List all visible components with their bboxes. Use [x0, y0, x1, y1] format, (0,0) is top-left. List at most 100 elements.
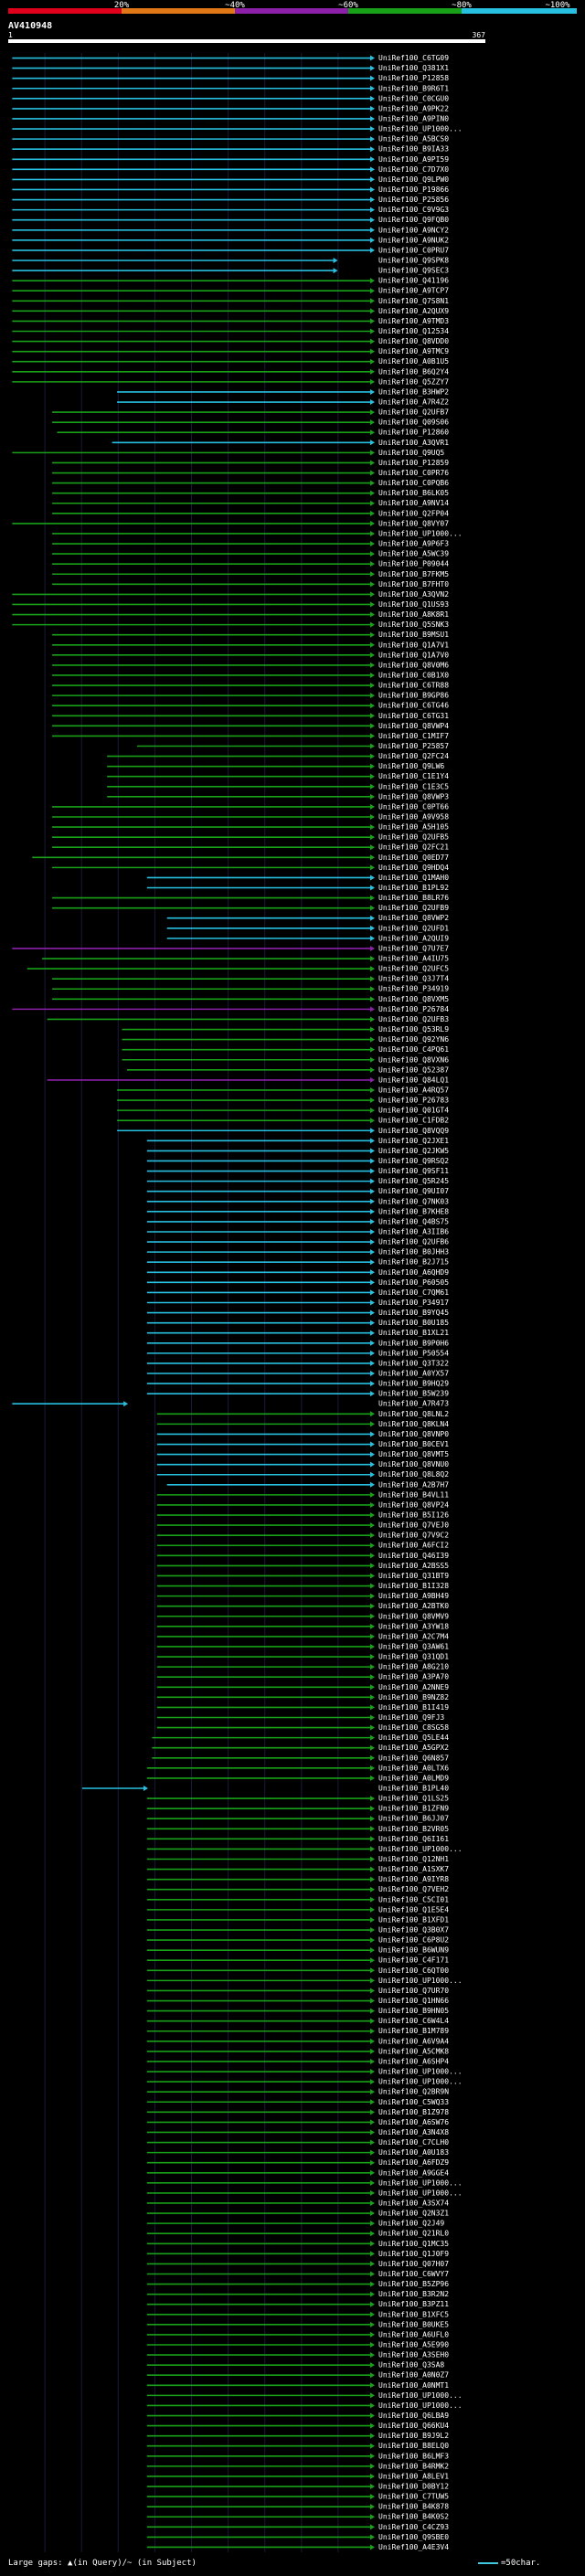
hit-label[interactable]: UniRef100_C0PT66 [378, 802, 449, 811]
hit-label[interactable]: UniRef100_Q1A7V1 [378, 641, 449, 649]
hit-row[interactable]: UniRef100_Q5SNK3 [12, 620, 449, 629]
hit-label[interactable]: UniRef100_P34917 [378, 1299, 449, 1307]
hit-row[interactable]: UniRef100_C6QT00 [146, 1966, 449, 1975]
hit-label[interactable]: UniRef100_A0YX57 [378, 1370, 449, 1378]
hit-row[interactable]: UniRef100_B0CEV1 [156, 1440, 449, 1448]
hit-label[interactable]: UniRef100_A2BTK0 [378, 1602, 449, 1610]
hit-row[interactable]: UniRef100_B4K0S2 [146, 2513, 449, 2521]
hit-row[interactable]: UniRef100_Q2UFB7 [52, 408, 449, 417]
hit-label[interactable]: UniRef100_Q8VWP2 [378, 914, 449, 922]
hit-row[interactable]: UniRef100_C6TG31 [52, 712, 449, 720]
hit-label[interactable]: UniRef100_Q8VQQ9 [378, 1127, 449, 1135]
hit-label[interactable]: UniRef100_C6TG31 [378, 712, 449, 720]
hit-label[interactable]: UniRef100_B9YQ45 [378, 1309, 449, 1317]
hit-label[interactable]: UniRef100_B4K0S2 [378, 2513, 449, 2521]
hit-row[interactable]: UniRef100_Q0ED77 [32, 853, 449, 862]
hit-label[interactable]: UniRef100_A4IU75 [378, 955, 449, 963]
hit-label[interactable]: UniRef100_C8SG58 [378, 1723, 449, 1732]
hit-row[interactable]: UniRef100_Q6I161 [146, 1835, 449, 1843]
hit-label[interactable]: UniRef100_B5ZP96 [378, 2280, 449, 2288]
hit-row[interactable]: UniRef100_B3HWP2 [117, 387, 449, 396]
hit-label[interactable]: UniRef100_Q1MC35 [378, 2240, 449, 2248]
hit-row[interactable]: UniRef100_B9HN05 [146, 2007, 449, 2015]
hit-label[interactable]: UniRef100_A9NUK2 [378, 236, 449, 244]
hit-label[interactable]: UniRef100_A6FDZ9 [378, 2158, 449, 2167]
hit-label[interactable]: UniRef100_UP1000... [378, 2178, 463, 2187]
hit-label[interactable]: UniRef100_A2C7M4 [378, 1632, 449, 1640]
hit-row[interactable]: UniRef100_Q7VEJ0 [156, 1521, 449, 1530]
hit-row[interactable]: UniRef100_B6WUN9 [146, 1946, 449, 1955]
hit-row[interactable]: UniRef100_A3YW18 [156, 1622, 449, 1630]
hit-label[interactable]: UniRef100_A6QHD9 [378, 1268, 449, 1277]
hit-label[interactable]: UniRef100_Q31QD1 [378, 1653, 449, 1661]
hit-row[interactable]: UniRef100_C6W4L4 [146, 2017, 449, 2025]
hit-label[interactable]: UniRef100_C1E3C5 [378, 782, 449, 790]
hit-label[interactable]: UniRef100_P12859 [378, 459, 449, 467]
hit-row[interactable]: UniRef100_Q1A7V0 [52, 651, 449, 659]
hit-row[interactable]: UniRef100_Q8VMV9 [156, 1612, 449, 1620]
hit-label[interactable]: UniRef100_C6QT00 [378, 1966, 449, 1975]
hit-row[interactable]: UniRef100_A2BTK0 [156, 1602, 449, 1610]
hit-label[interactable]: UniRef100_Q2UFC5 [378, 965, 449, 973]
hit-row[interactable]: UniRef100_Q2UFD1 [166, 924, 450, 932]
hit-row[interactable]: UniRef100_B9R6T1 [12, 84, 449, 92]
hit-label[interactable]: UniRef100_B1Z978 [378, 2108, 449, 2116]
hit-label[interactable]: UniRef100_Q5ZZY7 [378, 377, 449, 386]
hit-label[interactable]: UniRef100_A4E3V4 [378, 2543, 449, 2551]
hit-label[interactable]: UniRef100_A9PI59 [378, 155, 449, 164]
hit-row[interactable]: UniRef100_B4K878 [146, 2503, 449, 2511]
hit-label[interactable]: UniRef100_A9BH49 [378, 1592, 449, 1600]
hit-row[interactable]: UniRef100_A5H105 [52, 823, 449, 832]
hit-label[interactable]: UniRef100_A5H105 [378, 823, 449, 832]
hit-row[interactable]: UniRef100_A1SXK7 [146, 1865, 449, 1873]
hit-row[interactable]: UniRef100_B9MSU1 [52, 631, 449, 639]
hit-label[interactable]: UniRef100_P12860 [378, 429, 449, 437]
hit-row[interactable]: UniRef100_C0B1X0 [52, 671, 449, 679]
hit-label[interactable]: UniRef100_A2NNE9 [378, 1683, 449, 1691]
hit-row[interactable]: UniRef100_B3PZ11 [146, 2300, 449, 2308]
hit-row[interactable]: UniRef100_UP1000... [146, 2078, 463, 2086]
hit-label[interactable]: UniRef100_B3HWP2 [378, 387, 449, 396]
hit-label[interactable]: UniRef100_P12858 [378, 74, 449, 82]
hit-label[interactable]: UniRef100_C6TR88 [378, 682, 449, 690]
hit-label[interactable]: UniRef100_B2VR05 [378, 1825, 449, 1833]
hit-row[interactable]: UniRef100_Q1E5E4 [146, 1905, 449, 1913]
hit-label[interactable]: UniRef100_C0PR76 [378, 469, 449, 477]
hit-label[interactable]: UniRef100_P50554 [378, 1349, 449, 1357]
hit-row[interactable]: UniRef100_Q21RL0 [146, 2230, 449, 2238]
hit-row[interactable]: UniRef100_B9YQ45 [146, 1309, 449, 1317]
hit-label[interactable]: UniRef100_Q6N857 [378, 1754, 449, 1762]
hit-row[interactable]: UniRef100_Q8VY07 [12, 519, 449, 527]
hit-row[interactable]: UniRef100_B1I328 [156, 1582, 449, 1590]
hit-row[interactable]: UniRef100_Q2FC24 [107, 752, 449, 760]
hit-label[interactable]: UniRef100_C0CGU0 [378, 94, 449, 102]
hit-row[interactable]: UniRef100_P12860 [57, 429, 450, 437]
hit-label[interactable]: UniRef100_A9V958 [378, 813, 449, 822]
hit-row[interactable]: UniRef100_C0PRU7 [12, 246, 449, 254]
hit-label[interactable]: UniRef100_UP1000... [378, 2078, 463, 2086]
hit-row[interactable]: UniRef100_UP1000... [146, 2401, 463, 2410]
hit-row[interactable]: UniRef100_B2VR05 [146, 1825, 449, 1833]
hit-row[interactable]: UniRef100_A6FDZ9 [146, 2158, 449, 2167]
hit-row[interactable]: UniRef100_Q66KU4 [146, 2422, 449, 2430]
hit-row[interactable]: UniRef100_Q1J0F9 [146, 2250, 449, 2258]
hit-label[interactable]: UniRef100_A6SW76 [378, 2118, 449, 2126]
hit-label[interactable]: UniRef100_Q4BS75 [378, 1217, 449, 1225]
hit-row[interactable]: UniRef100_B6JJ07 [146, 1815, 449, 1823]
hit-row[interactable]: UniRef100_A9GGE4 [146, 2168, 449, 2177]
hit-label[interactable]: UniRef100_B5W239 [378, 1390, 449, 1398]
hit-row[interactable]: UniRef100_P12859 [52, 459, 449, 467]
hit-row[interactable]: UniRef100_A9V958 [52, 813, 449, 822]
hit-label[interactable]: UniRef100_C6P8U2 [378, 1936, 449, 1945]
hit-row[interactable]: UniRef100_A2QUI9 [166, 934, 450, 942]
hit-label[interactable]: UniRef100_Q8VMT5 [378, 1450, 449, 1458]
hit-label[interactable]: UniRef100_A5WC39 [378, 550, 449, 558]
hit-row[interactable]: UniRef100_Q2UFB6 [146, 1238, 449, 1246]
hit-row[interactable]: UniRef100_Q5LE44 [152, 1733, 449, 1742]
hit-row[interactable]: UniRef100_A2C7M4 [156, 1632, 449, 1640]
hit-label[interactable]: UniRef100_C1FDB2 [378, 1117, 449, 1125]
hit-row[interactable]: UniRef100_P09044 [52, 560, 449, 568]
hit-row[interactable]: UniRef100_Q31QD1 [156, 1653, 449, 1661]
hit-label[interactable]: UniRef100_UP1000... [378, 1845, 463, 1853]
hit-label[interactable]: UniRef100_B2J715 [378, 1258, 449, 1267]
